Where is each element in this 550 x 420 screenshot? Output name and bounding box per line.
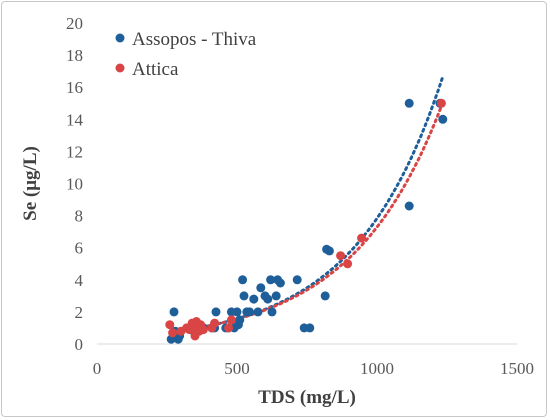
- data-point: [211, 307, 221, 317]
- data-point: [292, 275, 302, 285]
- legend: Assopos - Thiva Attica: [115, 29, 257, 80]
- data-point: [256, 283, 266, 293]
- legend-label: Attica: [132, 59, 179, 80]
- data-point: [336, 251, 346, 261]
- y-tick-label: 10: [66, 175, 83, 194]
- data-point: [324, 246, 334, 256]
- data-point: [165, 320, 175, 330]
- data-point: [168, 328, 178, 338]
- data-point: [239, 291, 249, 301]
- data-point: [275, 278, 285, 288]
- data-point: [266, 275, 276, 285]
- data-point: [271, 291, 281, 301]
- data-point: [226, 315, 236, 325]
- y-tick-label: 8: [75, 207, 84, 226]
- x-axis-title: TDS (mg/L): [258, 387, 356, 408]
- y-tick-label: 6: [75, 239, 84, 258]
- data-point: [320, 291, 330, 301]
- data-points: [165, 98, 448, 344]
- x-tick-label: 1500: [500, 359, 534, 378]
- x-axis-ticks: 0 500 1000 1500: [93, 359, 534, 378]
- data-point: [238, 275, 248, 285]
- data-point: [245, 307, 255, 317]
- data-point: [305, 323, 315, 333]
- data-point: [267, 307, 277, 317]
- data-point: [404, 201, 414, 211]
- y-tick-label: 16: [66, 78, 83, 97]
- trendline-2: [168, 104, 443, 334]
- data-point: [263, 294, 273, 304]
- data-point: [438, 114, 448, 124]
- y-tick-label: 2: [75, 303, 84, 322]
- data-point: [235, 315, 245, 325]
- y-tick-label: 0: [75, 335, 84, 354]
- data-point: [210, 318, 220, 328]
- y-tick-label: 12: [66, 142, 83, 161]
- data-point: [224, 323, 234, 333]
- trendline-1: [169, 75, 445, 334]
- legend-label: Assopos - Thiva: [132, 29, 257, 50]
- x-tick-label: 1000: [360, 359, 394, 378]
- legend-marker: [115, 33, 125, 43]
- data-point: [343, 259, 353, 269]
- y-tick-label: 20: [66, 14, 83, 33]
- data-point: [169, 307, 179, 317]
- y-tick-label: 14: [66, 110, 84, 129]
- y-tick-label: 18: [66, 46, 83, 65]
- data-point: [232, 307, 242, 317]
- x-tick-label: 0: [93, 359, 102, 378]
- data-point: [404, 98, 414, 108]
- y-tick-label: 4: [75, 271, 84, 290]
- legend-marker: [115, 63, 125, 73]
- x-tick-label: 500: [224, 359, 250, 378]
- data-point: [198, 325, 208, 335]
- data-point: [253, 307, 263, 317]
- data-point: [357, 233, 367, 243]
- data-point: [249, 294, 259, 304]
- data-point: [436, 98, 446, 108]
- y-axis-title: Se (μg/L): [20, 146, 41, 221]
- y-axis-ticks: 0 2 4 6 8 10 12 14 16 18 20: [66, 14, 84, 354]
- trendlines: [168, 75, 445, 334]
